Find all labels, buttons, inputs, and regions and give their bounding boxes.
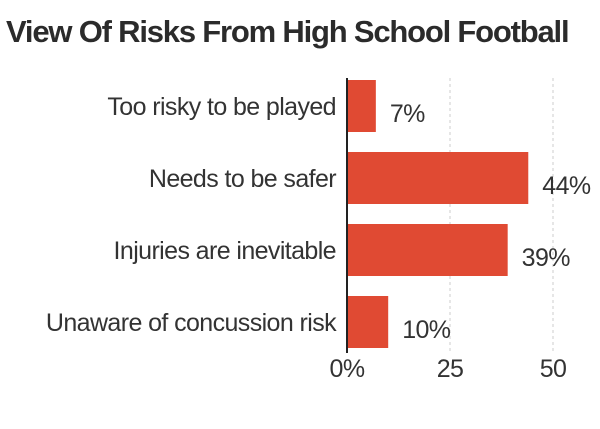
- category-label-2: Injuries are inevitable: [114, 237, 336, 265]
- x-tick-labels: 0% 25 50: [330, 355, 567, 383]
- x-tick-label-0: 0%: [330, 355, 365, 383]
- value-labels: 7% 44% 39% 10%: [390, 100, 592, 344]
- bar-0: [347, 80, 376, 132]
- category-label-0: Too risky to be played: [107, 93, 336, 121]
- category-label-1: Needs to be safer: [149, 165, 336, 193]
- category-label-3: Unaware of concussion risk: [46, 309, 337, 337]
- bar-3: [347, 296, 389, 348]
- x-tick-label-2: 50: [540, 355, 567, 383]
- x-tick-label-1: 25: [437, 355, 464, 383]
- value-label-2: 39%: [522, 244, 571, 272]
- bar-2: [347, 224, 508, 276]
- value-label-0: 7%: [390, 100, 425, 128]
- category-labels: Too risky to be played Needs to be safer I…: [46, 93, 338, 337]
- bar-1: [347, 152, 529, 204]
- bars: [347, 80, 529, 348]
- value-label-1: 44%: [542, 172, 591, 200]
- chart-title: View Of Risks From High School Football: [6, 14, 570, 49]
- value-label-3: 10%: [402, 316, 451, 344]
- grid-lines: [449, 78, 554, 353]
